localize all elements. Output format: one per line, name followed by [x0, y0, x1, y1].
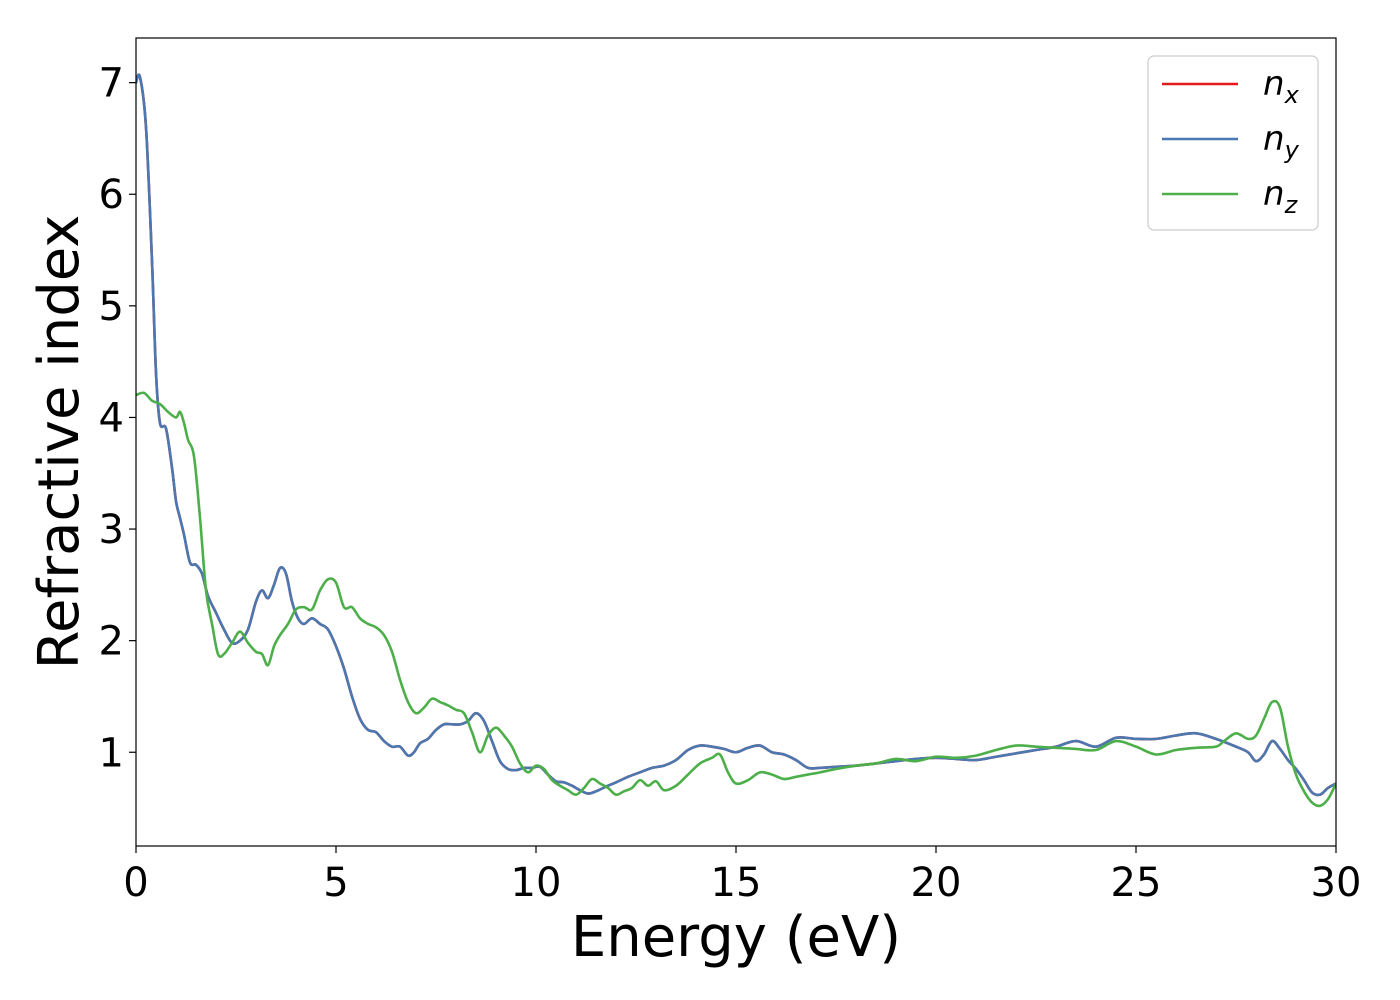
x-axis-ticks: 0 5 10 15 20 25 30: [123, 846, 1361, 906]
x-tick-label: 15: [711, 860, 762, 906]
y-tick-label: 6: [99, 172, 124, 218]
legend-label-main: n: [1263, 119, 1285, 159]
y-tick-label: 1: [99, 730, 124, 776]
x-tick-label: 10: [511, 860, 562, 906]
series-layer: [136, 73, 1336, 808]
x-tick-label: 20: [911, 860, 962, 906]
legend-label-z: nz: [1263, 174, 1299, 219]
y-axis-ticks: 1 2 3 4 5 6 7: [99, 61, 136, 776]
x-tick-label: 0: [123, 860, 148, 906]
y-tick-label: 3: [99, 507, 124, 553]
legend-label-y: ny: [1263, 119, 1300, 164]
y-tick-label: 4: [99, 395, 124, 441]
y-tick-label: 7: [99, 61, 124, 107]
y-tick-label: 5: [99, 284, 124, 330]
x-tick-label: 30: [1311, 860, 1362, 906]
legend-label-subscript: z: [1284, 191, 1299, 219]
x-tick-label: 25: [1111, 860, 1162, 906]
legend-box: [1147, 55, 1319, 231]
legend-label-main: n: [1263, 174, 1285, 214]
y-axis-title: Refractive index: [27, 215, 92, 670]
legend-label-main: n: [1263, 64, 1285, 104]
x-axis-title: Energy (eV): [571, 905, 901, 970]
x-tick-label: 5: [323, 860, 348, 906]
legend-label-subscript: y: [1284, 136, 1300, 164]
y-tick-label: 2: [99, 619, 124, 665]
legend-label-subscript: x: [1284, 81, 1300, 109]
legend-label-x: nx: [1263, 64, 1300, 109]
series-line-z: [136, 391, 1336, 808]
